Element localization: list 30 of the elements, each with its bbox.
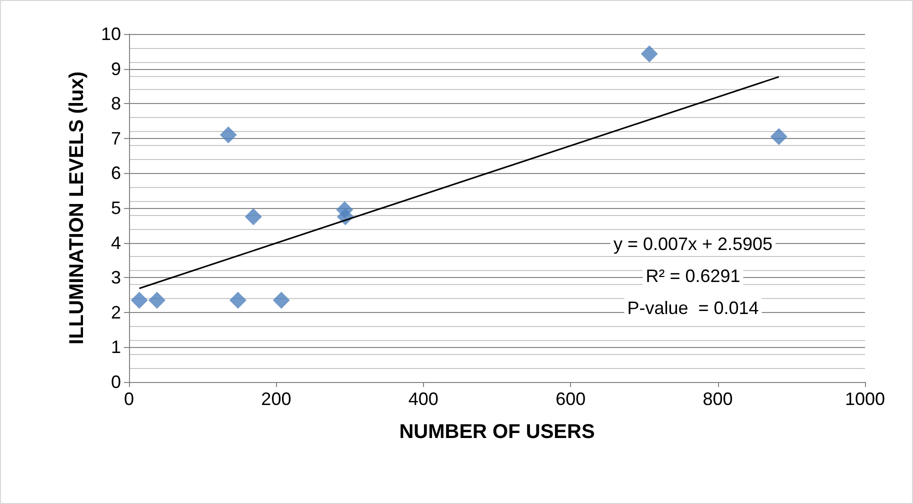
y-tick-label: 6 (110, 163, 121, 184)
x-tick-label: 800 (702, 389, 733, 409)
annotation: R² = 0.6291 (646, 266, 740, 286)
x-tick-label: 1000 (844, 389, 886, 409)
x-tick-label: 200 (261, 389, 292, 409)
x-tick-label: 0 (124, 389, 134, 409)
y-tick-label: 5 (110, 198, 121, 218)
annotation: P-value = 0.014 (627, 298, 759, 318)
x-tick-label: 600 (556, 389, 586, 409)
point (272, 292, 290, 309)
point (640, 45, 658, 62)
x-axis-title: NUMBER OF USERS (399, 421, 595, 443)
point (229, 292, 246, 309)
y-tick-label: 3 (110, 268, 121, 288)
x-tick-label: 400 (408, 389, 438, 409)
annotation: y = 0.007x + 2.5905 (613, 234, 773, 254)
point (244, 208, 262, 226)
point (220, 126, 237, 144)
y-axis-title: ILLUMINATION LEVELS (lux) (66, 72, 88, 344)
y-tick-label: 8 (110, 94, 121, 114)
point (148, 292, 166, 309)
y-tick-label: 0 (110, 372, 121, 392)
y-tick-label: 10 (100, 24, 121, 44)
point (130, 292, 148, 309)
y-tick-label: 4 (110, 232, 121, 253)
y-tick-label: 2 (110, 302, 121, 322)
y-tick-label: 7 (110, 128, 121, 148)
point (770, 128, 788, 146)
y-tick-label: 9 (110, 58, 121, 79)
y-tick-label: 1 (110, 337, 121, 358)
